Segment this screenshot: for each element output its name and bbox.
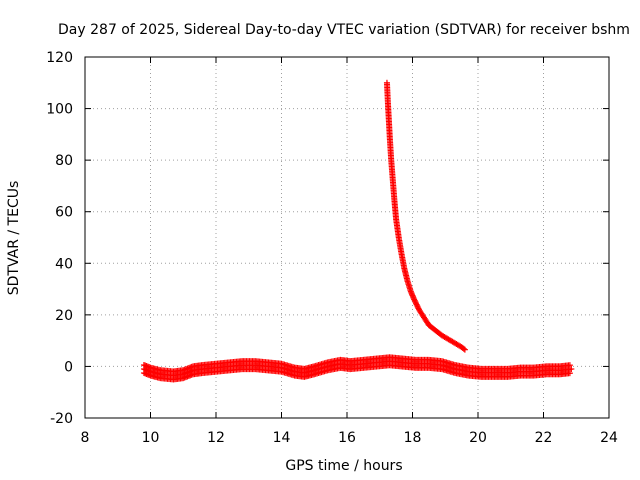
- data-point-baseline: [568, 366, 575, 373]
- data-points: [140, 79, 575, 383]
- chart-title: Day 287 of 2025, Sidereal Day-to-day VTE…: [58, 22, 630, 38]
- x-tick-label: 10: [142, 430, 160, 446]
- y-tick-label: 40: [55, 256, 73, 272]
- y-tick-label: 80: [55, 153, 73, 169]
- data-point-decay: [461, 346, 468, 353]
- y-tick-label: 120: [46, 50, 73, 66]
- grid: [85, 57, 609, 418]
- x-tick-label: 20: [469, 430, 487, 446]
- x-tick-label: 16: [338, 430, 356, 446]
- x-tick-label: 18: [404, 430, 422, 446]
- y-tick-label: 20: [55, 308, 73, 324]
- x-tick-label: 24: [600, 430, 618, 446]
- axis-ticks: 8 10 12 14 16 18 20 22 24 -20 0 20 40 60 80 100 120: [46, 50, 618, 446]
- y-tick-label: 0: [64, 359, 73, 375]
- x-tick-label: 22: [535, 430, 553, 446]
- x-tick-label: 12: [207, 430, 225, 446]
- data-point-decay: [460, 345, 467, 352]
- x-axis-label: GPS time / hours: [285, 458, 402, 474]
- y-tick-label: 100: [46, 102, 73, 118]
- data-point-baseline: [566, 370, 573, 377]
- x-tick-label: 14: [273, 430, 291, 446]
- y-axis-label: SDTVAR / TECUs: [6, 181, 22, 296]
- y-tick-label: 60: [55, 205, 73, 221]
- x-tick-label: 8: [81, 430, 90, 446]
- y-tick-label: -20: [50, 411, 73, 427]
